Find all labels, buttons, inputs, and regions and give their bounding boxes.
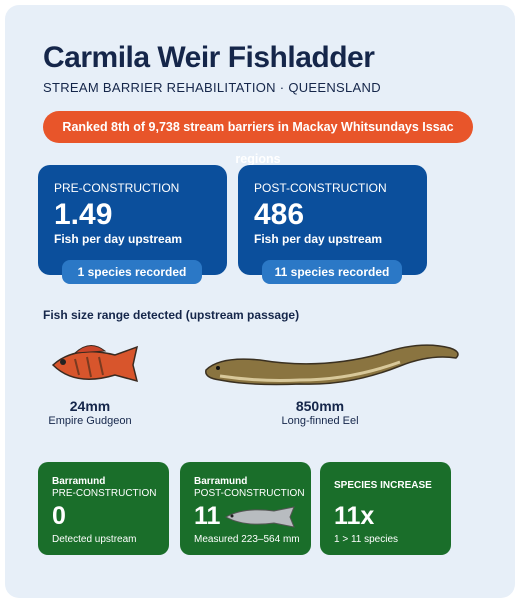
card-badge: 11 species recorded [262, 260, 402, 284]
card-value: 486 [254, 198, 305, 231]
infographic: Carmila Weir Fishladder STREAM BARRIER R… [5, 5, 515, 598]
card-value: 11x [334, 502, 375, 530]
ranking-banner: Ranked 8th of 9,738 stream barriers in M… [43, 111, 473, 166]
title: Carmila Weir Fishladder [43, 41, 375, 74]
card-caption: 1 > 11 species [334, 534, 399, 545]
card-label: POST-CONSTRUCTION [254, 181, 387, 195]
section-heading: Fish size range detected (upstream passa… [43, 308, 300, 322]
barramundi-illustration [224, 506, 295, 528]
card-caption: Fish per day upstream [54, 232, 183, 246]
fish-size: 24mm [69, 398, 111, 414]
card-label: PRE-CONSTRUCTION [52, 488, 157, 499]
flow-card: POST-CONSTRUCTION 486 Fish per day upstr… [238, 165, 427, 284]
fish-name: Long-finned Eel [281, 415, 359, 427]
gudgeon-illustration [51, 345, 139, 383]
card-label: SPECIES INCREASE [334, 480, 432, 491]
card-label: POST-CONSTRUCTION [194, 488, 305, 499]
fish-size: 850mm [295, 398, 345, 414]
species-card: SPECIES INCREASE 11x 1 > 11 species [320, 462, 451, 555]
card-kicker: Barramund [52, 476, 106, 487]
card-value: 0 [52, 502, 66, 530]
barramundi-card: Barramund PRE-CONSTRUCTION 0 Detected up… [38, 462, 169, 555]
card-caption: Measured 223–564 mm [194, 534, 300, 545]
card-label: PRE-CONSTRUCTION [54, 181, 180, 195]
card-caption: Detected upstream [52, 534, 137, 545]
flow-card: PRE-CONSTRUCTION 1.49 Fish per day upstr… [38, 165, 227, 284]
card-caption: Fish per day upstream [254, 232, 383, 246]
card-value: 11 [194, 502, 221, 530]
eel-illustration [205, 344, 459, 386]
barramundi-card: Barramund POST-CONSTRUCTION 11 Measured … [180, 462, 311, 555]
card-kicker: Barramund [194, 476, 248, 487]
fish-name: Empire Gudgeon [48, 415, 132, 427]
subtitle: STREAM BARRIER REHABILITATION · QUEENSLA… [43, 80, 381, 95]
card-value: 1.49 [54, 198, 113, 231]
card-badge: 1 species recorded [62, 260, 202, 284]
